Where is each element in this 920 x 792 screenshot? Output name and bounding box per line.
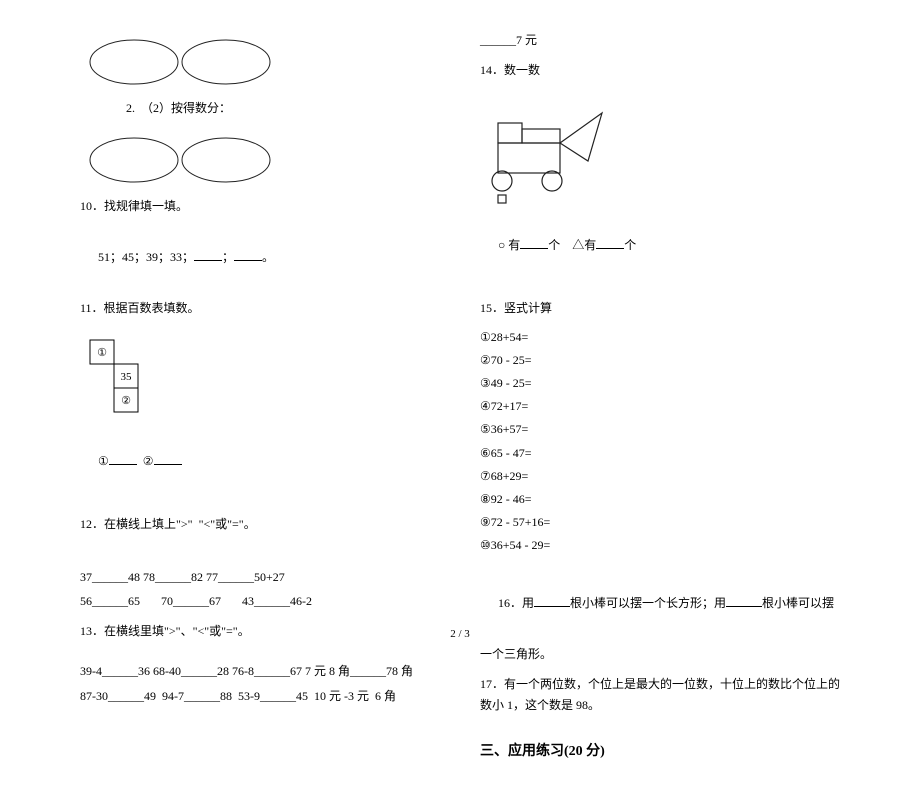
page-footer: 2 / 3 — [0, 628, 920, 640]
section-3-title: 三、应用练习(20 分) — [480, 739, 840, 764]
q10-c: 。 — [262, 250, 274, 264]
blank — [194, 249, 222, 261]
grid-center: 35 — [121, 371, 133, 383]
q16-d: 一个三角形。 — [480, 644, 840, 666]
q12-row1: 37______48 78______82 77______50+27 — [80, 568, 440, 587]
q15-item: ①28+54= — [480, 328, 840, 347]
q13-row2: 87-30______49 94-7______88 53-9______45 … — [80, 686, 440, 708]
ans2-label: ② — [143, 454, 154, 468]
q15-item: ⑨72 - 57+16= — [480, 513, 840, 532]
q10-title: 10．找规律填一填。 — [80, 196, 440, 218]
q15-item: ②70 - 25= — [480, 351, 840, 370]
q15-list: ①28+54= ②70 - 25= ③49 - 25= ④72+17= ⑤36+… — [480, 328, 840, 560]
blank — [234, 249, 262, 261]
blank — [534, 595, 570, 607]
q10-text: 51；45；39；33； ； 。 — [80, 225, 440, 290]
q2-label: 2. （2）按得数分： — [80, 98, 440, 120]
q14-title: 14．数一数 — [480, 60, 840, 82]
q13-row1: 39-4______36 68-40______28 76-8______67 … — [80, 662, 440, 681]
q14-b: 个 △有 — [548, 238, 596, 252]
q17: 17．有一个两位数，个位上是最大的一位数，十位上的数比个位上的数小 1，这个数是… — [480, 674, 840, 717]
q12-title: 12．在横线上填上">" "<"或"="。 — [80, 514, 440, 536]
q10-a: 51；45；39；33； — [98, 250, 194, 264]
q13-tail: ______7 元 — [480, 30, 840, 52]
robot-figure — [480, 95, 840, 209]
q15-item: ⑧92 - 46= — [480, 490, 840, 509]
hundred-grid: ① 35 ② — [86, 338, 440, 420]
ovals-bottom — [86, 134, 440, 186]
blank — [520, 237, 548, 249]
q15-item: ⑦68+29= — [480, 467, 840, 486]
q14-a: ○ 有 — [498, 238, 520, 252]
q11-answers: ① ② — [80, 430, 440, 495]
q16: 16．用 根小棒可以摆一个长方形；用 根小棒可以摆 — [480, 571, 840, 636]
q14-c: 个 — [624, 238, 636, 252]
q16-a: 16．用 — [498, 596, 534, 610]
q15-title: 15．竖式计算 — [480, 298, 840, 320]
q16-b: 根小棒可以摆一个长方形；用 — [570, 596, 726, 610]
q15-item: ⑤36+57= — [480, 420, 840, 439]
blank — [726, 595, 762, 607]
grid-label-2: ② — [121, 395, 131, 407]
q14-counts: ○ 有 个 △有 个 — [480, 213, 840, 278]
blank — [109, 453, 137, 465]
grid-label-1: ① — [97, 347, 107, 359]
q11-title: 11．根据百数表填数。 — [80, 298, 440, 320]
q10-b: ； — [222, 250, 234, 264]
q15-item: ③49 - 25= — [480, 374, 840, 393]
ovals-top — [86, 36, 440, 88]
q16-c: 根小棒可以摆 — [762, 596, 834, 610]
q12-row2: 56______65 70______67 43______46-2 — [80, 591, 440, 613]
q15-item: ④72+17= — [480, 397, 840, 416]
q15-item: ⑥65 - 47= — [480, 444, 840, 463]
blank — [596, 237, 624, 249]
ans1-label: ① — [98, 454, 109, 468]
blank — [154, 453, 182, 465]
q15-item: ⑩36+54 - 29= — [480, 536, 840, 555]
